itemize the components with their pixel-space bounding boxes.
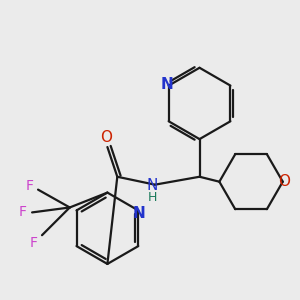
Text: F: F bbox=[18, 206, 26, 219]
Text: F: F bbox=[26, 179, 34, 193]
Text: O: O bbox=[100, 130, 112, 145]
Text: N: N bbox=[160, 77, 173, 92]
Text: N: N bbox=[146, 178, 158, 193]
Text: H: H bbox=[147, 191, 157, 204]
Text: N: N bbox=[133, 206, 146, 221]
Text: O: O bbox=[278, 174, 290, 189]
Text: F: F bbox=[30, 236, 38, 250]
